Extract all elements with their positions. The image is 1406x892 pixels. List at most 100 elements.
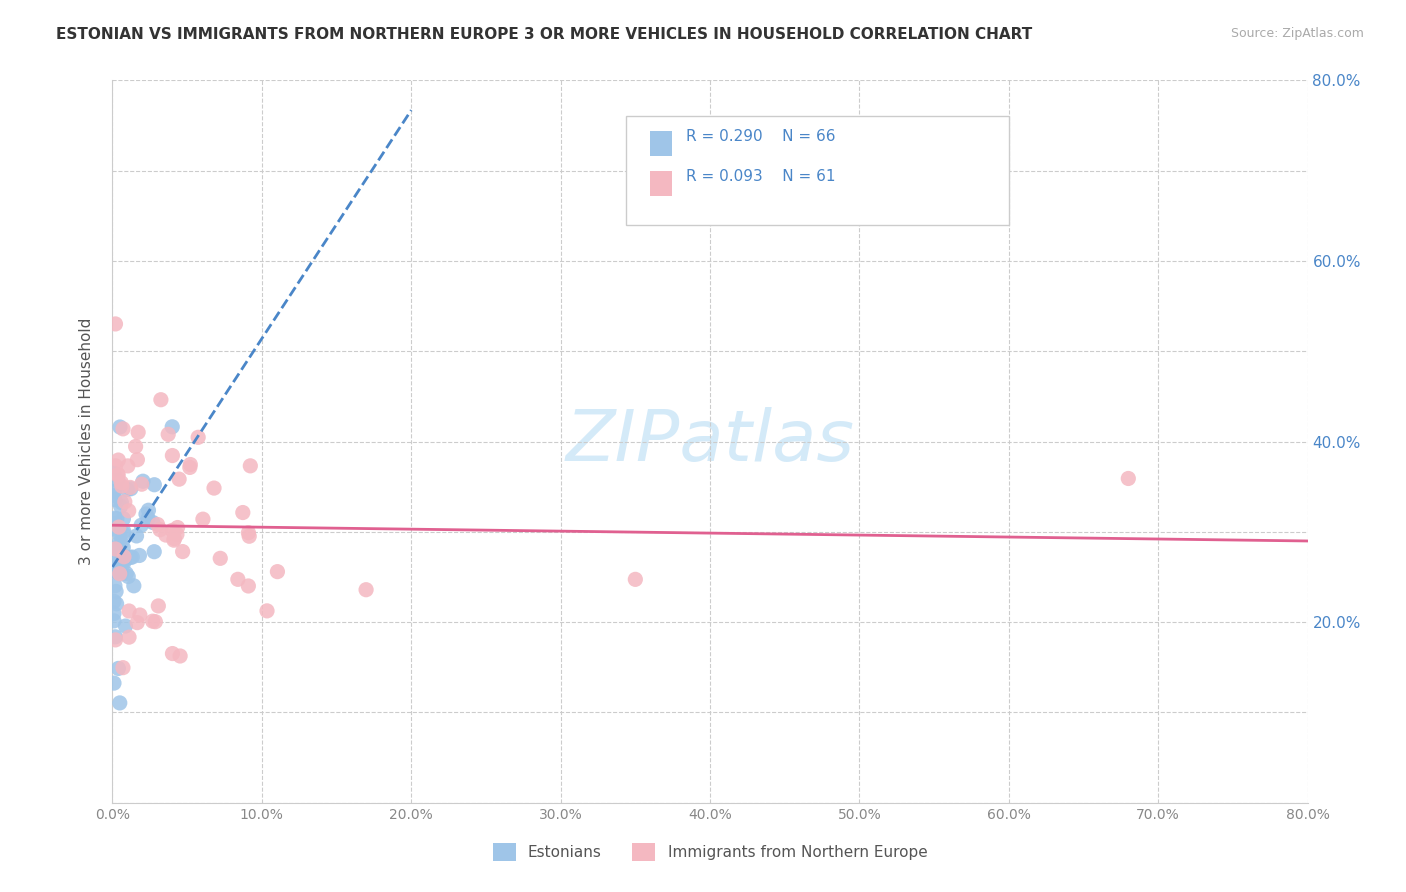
Point bbox=[111, 548, 134, 562]
Point bbox=[108, 527, 131, 541]
Point bbox=[209, 551, 232, 566]
Point bbox=[266, 565, 288, 579]
Point bbox=[118, 604, 141, 618]
Point bbox=[118, 630, 141, 644]
Point bbox=[103, 676, 125, 690]
Point bbox=[103, 488, 125, 502]
Point bbox=[167, 472, 190, 486]
Point bbox=[132, 474, 155, 488]
Point bbox=[105, 565, 128, 579]
Point bbox=[103, 511, 125, 525]
Point bbox=[148, 599, 170, 613]
Point bbox=[143, 477, 166, 491]
Point bbox=[128, 549, 150, 563]
Point bbox=[110, 475, 132, 490]
Point bbox=[105, 545, 128, 559]
Point bbox=[179, 458, 201, 472]
Text: ZIPatlas: ZIPatlas bbox=[565, 407, 855, 476]
Point bbox=[107, 453, 129, 467]
Legend: Estonians, Immigrants from Northern Europe: Estonians, Immigrants from Northern Euro… bbox=[486, 837, 934, 867]
Point bbox=[107, 467, 129, 482]
Point bbox=[117, 569, 139, 583]
Point bbox=[117, 458, 139, 473]
Point bbox=[105, 584, 128, 599]
Point bbox=[103, 607, 125, 621]
Point bbox=[104, 560, 127, 574]
Point bbox=[108, 566, 131, 581]
Point bbox=[108, 696, 131, 710]
Point bbox=[120, 550, 142, 565]
Point bbox=[112, 554, 135, 568]
Point bbox=[131, 477, 153, 491]
Point bbox=[142, 614, 165, 628]
Point bbox=[104, 547, 127, 561]
Point bbox=[105, 565, 128, 579]
Point bbox=[115, 566, 138, 581]
Point bbox=[191, 512, 214, 526]
Point bbox=[172, 544, 194, 558]
Point bbox=[114, 495, 136, 509]
Point bbox=[104, 579, 127, 593]
Point bbox=[114, 552, 135, 566]
Point bbox=[110, 566, 132, 581]
Point bbox=[103, 594, 125, 608]
Text: Source: ZipAtlas.com: Source: ZipAtlas.com bbox=[1230, 27, 1364, 40]
Point bbox=[143, 615, 166, 629]
Point bbox=[112, 524, 135, 539]
Point bbox=[111, 422, 134, 436]
Point bbox=[108, 420, 131, 434]
Y-axis label: 3 or more Vehicles in Household: 3 or more Vehicles in Household bbox=[79, 318, 94, 566]
Point bbox=[114, 619, 136, 633]
Point bbox=[129, 518, 152, 533]
Point bbox=[105, 511, 128, 525]
Point bbox=[121, 549, 143, 564]
Point bbox=[138, 503, 160, 517]
Point bbox=[163, 533, 186, 548]
Point bbox=[238, 525, 260, 540]
Point bbox=[104, 632, 127, 647]
Point bbox=[226, 572, 249, 586]
Point bbox=[111, 479, 134, 493]
Point bbox=[179, 460, 201, 475]
Point bbox=[166, 520, 188, 534]
Point bbox=[110, 536, 132, 550]
Point bbox=[111, 661, 134, 675]
Point bbox=[142, 516, 165, 530]
Point bbox=[354, 582, 377, 597]
FancyBboxPatch shape bbox=[651, 170, 672, 196]
Point bbox=[107, 541, 129, 555]
Point bbox=[112, 526, 135, 541]
Point bbox=[149, 392, 172, 407]
Point bbox=[104, 317, 127, 331]
Point bbox=[107, 474, 129, 488]
Point bbox=[136, 511, 159, 525]
Text: ESTONIAN VS IMMIGRANTS FROM NORTHERN EUROPE 3 OR MORE VEHICLES IN HOUSEHOLD CORR: ESTONIAN VS IMMIGRANTS FROM NORTHERN EUR… bbox=[56, 27, 1032, 42]
Point bbox=[146, 517, 169, 532]
Point bbox=[1118, 471, 1140, 485]
Point bbox=[108, 535, 131, 549]
Point bbox=[103, 466, 125, 480]
Point bbox=[143, 544, 166, 558]
Point bbox=[103, 516, 125, 531]
Point bbox=[135, 507, 157, 521]
FancyBboxPatch shape bbox=[651, 131, 672, 156]
Point bbox=[105, 597, 128, 611]
Point bbox=[107, 468, 129, 483]
Point bbox=[125, 529, 148, 543]
Point bbox=[103, 550, 125, 565]
Point bbox=[232, 506, 254, 520]
Point bbox=[162, 647, 184, 661]
FancyBboxPatch shape bbox=[627, 116, 1010, 225]
Point bbox=[104, 541, 127, 556]
Point bbox=[112, 556, 135, 570]
Point bbox=[128, 607, 150, 622]
Point bbox=[122, 579, 145, 593]
Point bbox=[127, 452, 149, 467]
Point bbox=[124, 440, 146, 454]
Point bbox=[105, 564, 128, 578]
Point bbox=[103, 554, 125, 568]
Point bbox=[162, 449, 184, 463]
Point bbox=[166, 527, 188, 541]
Text: R = 0.290    N = 66: R = 0.290 N = 66 bbox=[686, 129, 835, 145]
Point bbox=[104, 492, 127, 507]
